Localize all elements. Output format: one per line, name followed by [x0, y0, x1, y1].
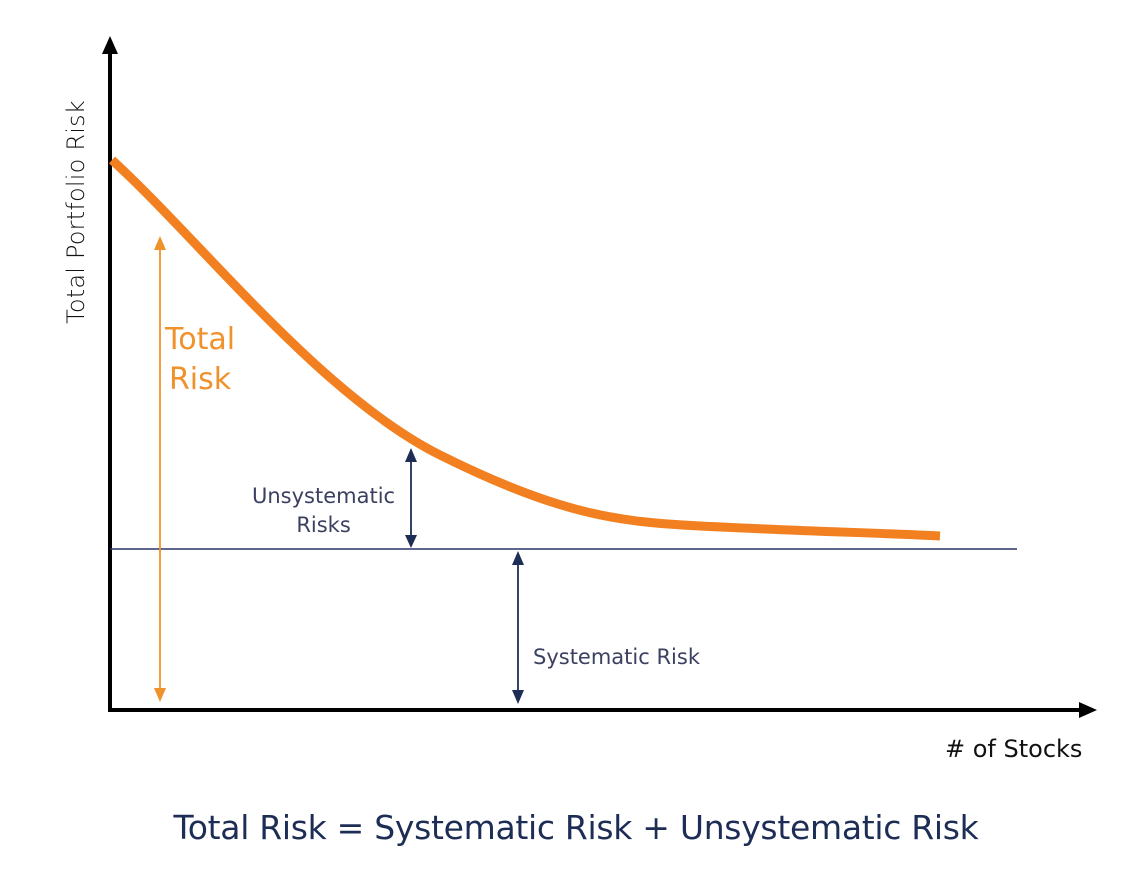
arrow-down-icon	[405, 535, 417, 548]
formula-caption: Total Risk = Systematic Risk + Unsystema…	[173, 808, 979, 847]
x-axis-arrow-icon	[1079, 702, 1097, 718]
arrow-up-icon	[405, 448, 417, 462]
unsystematic-label-line2: Risks	[296, 513, 351, 537]
arrow-down-icon	[512, 690, 524, 704]
arrow-up-icon	[154, 236, 166, 250]
y-axis-label: Total Portfolio Risk	[62, 100, 90, 324]
systematic-risk-label: Systematic Risk	[533, 645, 700, 669]
arrow-down-icon	[154, 688, 166, 702]
total-risk-arrow	[154, 236, 166, 702]
x-axis	[108, 702, 1097, 718]
total-risk-label: Total Risk	[165, 320, 235, 400]
x-axis-label: # of Stocks	[945, 735, 1083, 763]
unsystematic-label-line1: Unsystematic	[252, 484, 396, 508]
total-risk-label-line1: Total	[165, 322, 236, 357]
systematic-risk-arrow	[512, 551, 524, 704]
arrow-up-icon	[512, 551, 524, 565]
unsystematic-risk-arrow	[405, 448, 417, 548]
total-risk-curve	[108, 156, 941, 541]
y-axis	[102, 36, 118, 712]
y-axis-arrow-icon	[102, 36, 118, 54]
unsystematic-risk-label: Unsystematic Risks	[252, 482, 395, 540]
total-risk-label-line2: Risk	[168, 362, 232, 397]
